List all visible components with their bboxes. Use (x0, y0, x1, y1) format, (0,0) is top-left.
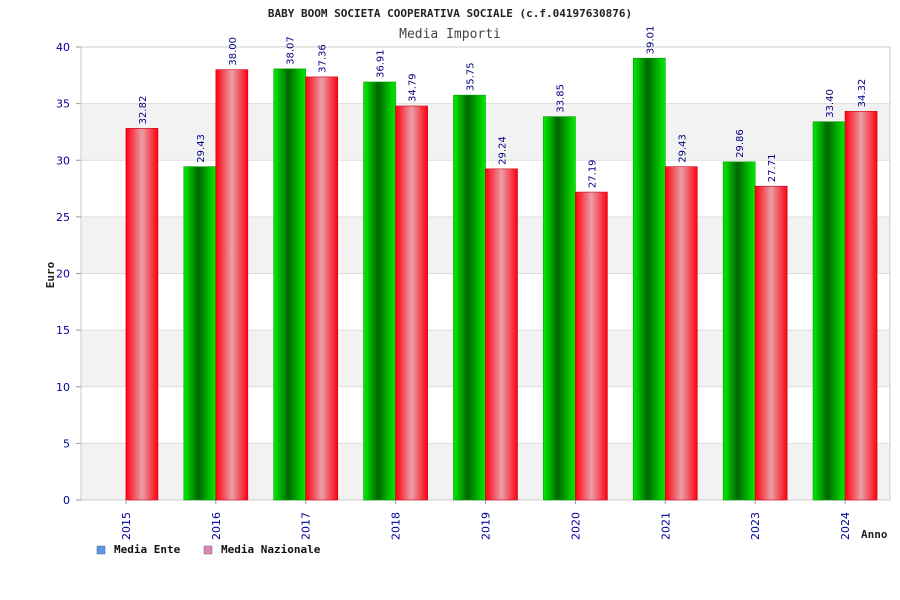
data-label: 27.71 (767, 154, 778, 183)
x-tick-label: 2016 (210, 512, 223, 540)
bar-nazionale (125, 128, 159, 501)
data-label: 32.82 (138, 96, 149, 125)
y-tick-label: 40 (56, 41, 70, 54)
data-label: 37.36 (318, 44, 329, 73)
x-tick-label: 2021 (659, 512, 672, 540)
y-tick-label: 20 (56, 268, 70, 281)
x-tick-label: 2018 (390, 512, 403, 540)
y-axis-ticks: 0 5 10 15 20 25 30 35 40 (56, 41, 81, 507)
y-axis-label: Euro (44, 261, 57, 288)
bar-ente (183, 166, 217, 501)
legend-label-ente: Media Ente (114, 543, 181, 556)
bar-ente (543, 116, 576, 501)
data-label: 34.32 (857, 79, 868, 108)
data-label: 29.24 (498, 136, 509, 165)
bar-nazionale (844, 111, 878, 501)
bar-ente (722, 161, 756, 501)
legend-swatch-ente (96, 545, 106, 555)
x-tick-label: 2017 (300, 512, 313, 540)
x-tick-label: 2019 (480, 512, 493, 540)
bar-nazionale (305, 76, 339, 501)
y-tick-label: 0 (63, 494, 70, 507)
y-tick-label: 10 (56, 381, 70, 394)
bar-ente (632, 57, 666, 501)
chart-title: BABY BOOM SOCIETA COOPERATIVA SOCIALE (c… (268, 7, 632, 20)
y-tick-label: 25 (56, 211, 70, 224)
y-tick-label: 35 (56, 98, 70, 111)
data-label: 29.86 (735, 129, 746, 158)
y-tick-label: 5 (63, 437, 70, 450)
bar-nazionale (664, 166, 698, 501)
bar-nazionale (575, 191, 608, 501)
x-tick-label: 2023 (749, 512, 762, 540)
data-label: 39.01 (645, 26, 656, 55)
data-label: 35.75 (466, 62, 477, 91)
bar-nazionale (485, 168, 518, 501)
bar-ente (363, 81, 396, 501)
data-label: 34.79 (408, 73, 419, 102)
x-axis-label: Anno (861, 528, 888, 541)
bar-ente (453, 94, 486, 501)
data-label: 27.19 (587, 159, 598, 188)
chart-subtitle: Media Importi (399, 27, 501, 42)
x-tick-label: 2015 (120, 512, 133, 540)
legend-label-nazionale: Media Nazionale (221, 543, 321, 556)
data-label: 33.85 (555, 84, 566, 113)
data-label: 38.00 (228, 37, 239, 66)
data-label: 29.43 (677, 134, 688, 163)
bars: 32.82 29.43 38.00 38.07 37.36 36.91 34.79 35.75… (125, 26, 878, 501)
y-tick-label: 30 (56, 154, 70, 167)
x-axis-ticks: 2015 2016 2017 2018 2019 2020 2021 2023 2024 (120, 500, 852, 540)
data-label: 33.40 (825, 89, 836, 118)
bar-nazionale (395, 105, 428, 501)
x-tick-label: 2024 (839, 512, 852, 540)
y-tick-label: 15 (56, 324, 70, 337)
bar-ente (273, 68, 307, 501)
x-tick-label: 2020 (569, 512, 582, 540)
legend: Media Ente Media Nazionale (96, 543, 321, 556)
bar-ente (812, 121, 846, 501)
legend-swatch-nazionale (203, 545, 213, 555)
data-label: 29.43 (196, 134, 207, 163)
bar-nazionale (754, 185, 788, 501)
data-label: 38.07 (286, 36, 297, 65)
data-label: 36.91 (376, 49, 387, 78)
bar-nazionale (215, 69, 249, 501)
